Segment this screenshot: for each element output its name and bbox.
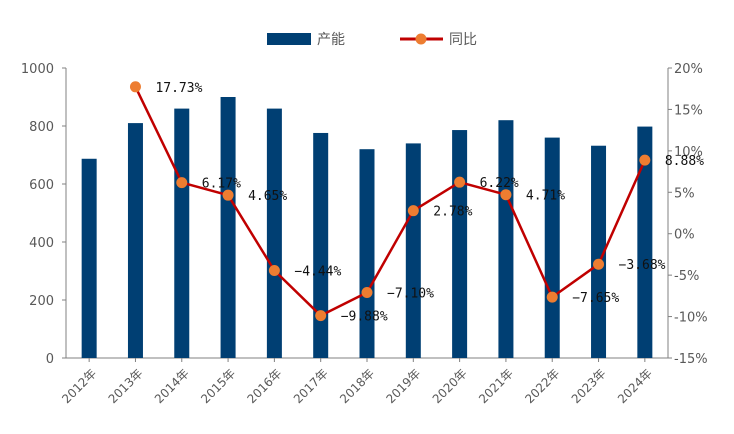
data-label: 17.73%: [155, 81, 202, 96]
line-point: [500, 189, 512, 201]
bar: [174, 108, 190, 358]
line-point: [593, 258, 605, 270]
left-axis-ticks: 0 200 400 600 800 1000: [21, 62, 66, 367]
data-label: −7.65%: [572, 291, 619, 306]
x-tick-label: 2014年: [152, 366, 192, 406]
legend-line-label: 同比: [449, 32, 477, 48]
data-label: −7.10%: [387, 287, 434, 302]
bar: [313, 132, 329, 358]
data-label: −3.68%: [619, 258, 666, 273]
line-point: [315, 310, 327, 322]
x-tick-label: 2013年: [106, 366, 146, 406]
x-tick-label: 2018年: [337, 366, 377, 406]
bar: [266, 108, 282, 358]
x-tick-label: 2012年: [59, 366, 99, 406]
x-tick-label: 2021年: [476, 366, 516, 406]
left-tick-label: 800: [29, 120, 54, 135]
x-tick-label: 2017年: [291, 366, 331, 406]
right-axis-ticks: -15% -10% -5% 0% 5% 10% 15% 20%: [668, 62, 708, 367]
bar: [127, 123, 143, 358]
legend-line-marker: [415, 33, 427, 45]
bar: [81, 158, 97, 358]
left-tick-label: 0: [46, 352, 54, 367]
line-point: [176, 177, 188, 189]
data-label: 6.17%: [202, 177, 241, 192]
bar-series: [81, 97, 653, 358]
data-label: 4.71%: [526, 189, 565, 204]
right-tick-label: -10%: [674, 311, 708, 326]
bar: [637, 126, 653, 358]
right-tick-label: 10%: [674, 145, 703, 160]
line-series: [134, 86, 646, 317]
data-label: 2.78%: [433, 205, 472, 220]
line-markers: [129, 81, 651, 322]
right-tick-label: 0%: [674, 228, 695, 243]
legend: 产能 同比: [267, 32, 477, 48]
line-point: [129, 81, 141, 93]
right-tick-label: 20%: [674, 62, 703, 77]
left-tick-label: 600: [29, 178, 54, 193]
bar: [452, 130, 468, 358]
data-label: −9.88%: [341, 310, 388, 325]
right-tick-label: 5%: [674, 186, 695, 201]
left-tick-label: 400: [29, 236, 54, 251]
data-label: 6.22%: [480, 176, 519, 191]
data-label: −4.44%: [294, 265, 341, 280]
legend-bar-label: 产能: [317, 32, 345, 48]
data-label: 8.88%: [665, 154, 704, 169]
x-tick-label: 2023年: [569, 366, 609, 406]
left-tick-label: 1000: [21, 62, 54, 77]
x-axis-ticks: 2012年 2013年 2014年 2015年 2016年 2017年 2018年 2019年…: [59, 358, 655, 406]
x-tick-label: 2015年: [198, 366, 238, 406]
line-point: [222, 189, 234, 201]
right-tick-label: -15%: [674, 352, 708, 367]
line-point: [268, 265, 280, 277]
x-tick-label: 2020年: [430, 366, 470, 406]
left-tick-label: 200: [29, 294, 54, 309]
line-point: [361, 287, 373, 299]
bar: [220, 97, 236, 358]
data-label: 4.65%: [248, 189, 287, 204]
bar: [405, 143, 421, 358]
bar: [591, 145, 607, 358]
x-tick-label: 2016年: [245, 366, 285, 406]
line-point: [546, 291, 558, 303]
line-point: [639, 154, 651, 166]
x-tick-label: 2022年: [522, 366, 562, 406]
right-tick-label: 15%: [674, 103, 703, 118]
right-tick-label: -5%: [674, 269, 699, 284]
bar: [359, 149, 375, 358]
yoy-line: [134, 86, 646, 317]
x-tick-label: 2019年: [383, 366, 423, 406]
line-point: [407, 205, 419, 217]
data-labels: 17.73% 6.17% 4.65% −4.44% −9.88% −7.10% 2.78% 6…: [155, 81, 704, 325]
bar: [498, 120, 514, 358]
line-point: [454, 176, 466, 188]
legend-bar-swatch: [267, 33, 311, 45]
x-tick-label: 2024年: [615, 366, 655, 406]
bar: [544, 137, 560, 358]
